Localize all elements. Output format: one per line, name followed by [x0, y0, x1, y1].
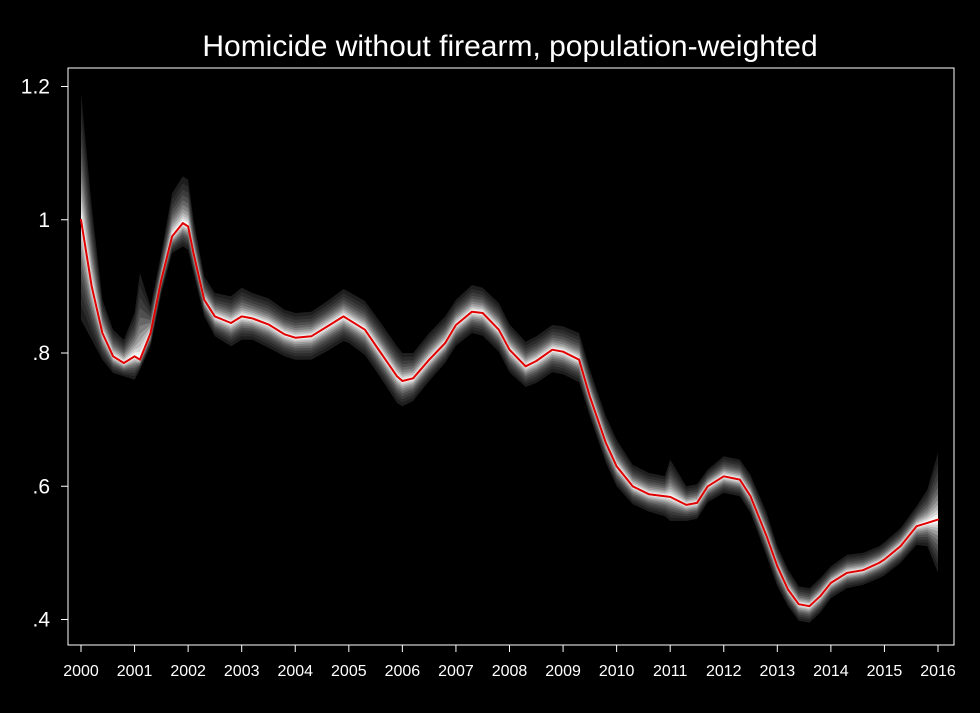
- x-tick-label: 2002: [170, 663, 206, 680]
- x-tick-label: 2015: [867, 663, 903, 680]
- confidence-band-layer: [81, 213, 938, 607]
- x-tick-label: 2001: [117, 663, 153, 680]
- y-tick-label: .6: [32, 475, 50, 498]
- x-tick-label: 2006: [385, 663, 421, 680]
- x-tick-label: 2008: [492, 663, 528, 680]
- x-tick-label: 2003: [224, 663, 260, 680]
- confidence-band-layer: [81, 170, 938, 613]
- x-axis: 2000 2001 2002 2003 2004 2005 2006 2007 2008 2009…: [63, 644, 956, 680]
- x-tick-label: 2011: [653, 663, 688, 680]
- x-tick-label: 2012: [706, 663, 742, 680]
- confidence-band-layer: [81, 112, 938, 621]
- confidence-band-layer: [81, 208, 938, 608]
- confidence-band-layer: [81, 143, 938, 617]
- chart-title: Homicide without firearm, population-wei…: [202, 30, 817, 63]
- y-axis: .4 .6 .8 1 1.2: [21, 68, 69, 645]
- y-tick-label: 1.2: [21, 76, 50, 99]
- x-tick-label: 2005: [331, 663, 367, 680]
- x-tick-label: 2009: [545, 663, 581, 680]
- x-tick-label: 2000: [63, 663, 99, 680]
- x-tick-label: 2004: [277, 663, 313, 680]
- series-lines: [80, 218, 939, 608]
- confidence-band-layer: [81, 181, 938, 612]
- confidence-band-layer: [81, 191, 938, 610]
- y-tick-label: .4: [32, 609, 50, 632]
- x-tick-label: 2010: [599, 663, 635, 680]
- series-line: [80, 218, 939, 608]
- confidence-bands: [81, 93, 938, 623]
- x-tick-label: 2013: [760, 663, 796, 680]
- y-tick-label: 1: [38, 209, 50, 232]
- confidence-band-layer: [81, 200, 938, 609]
- x-tick-label: 2016: [920, 663, 956, 680]
- confidence-band-layer: [81, 128, 938, 619]
- y-tick-label: .8: [32, 342, 50, 365]
- x-tick-label: 2007: [438, 663, 474, 680]
- x-tick-label: 2014: [813, 663, 849, 680]
- confidence-band-layer: [81, 157, 938, 615]
